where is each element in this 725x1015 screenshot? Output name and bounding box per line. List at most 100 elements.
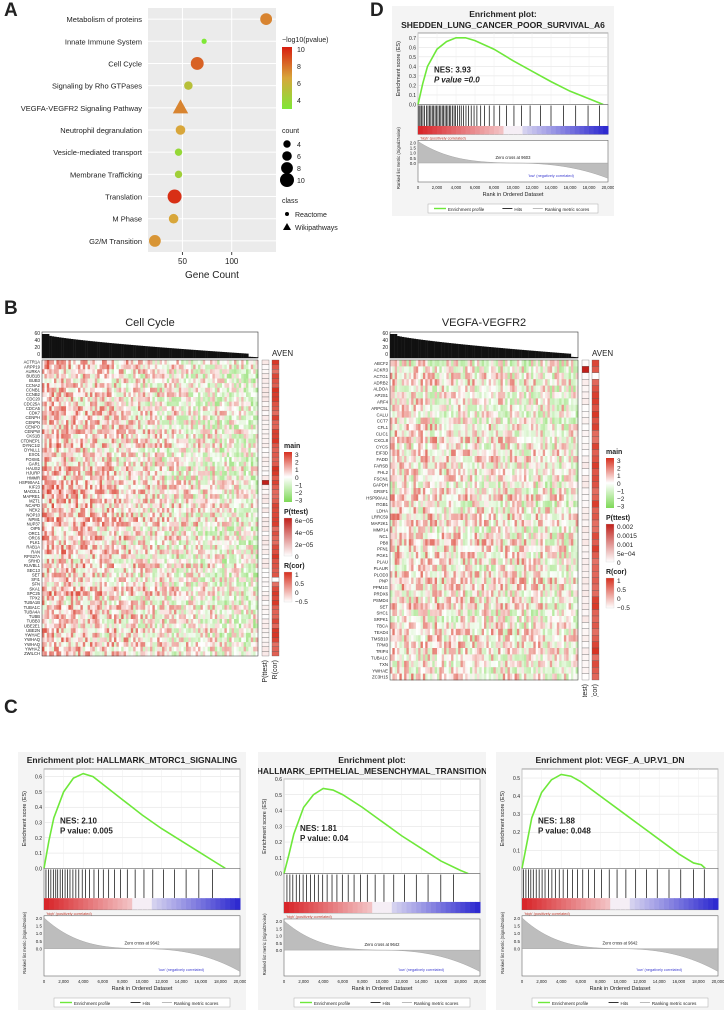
heatmap-cell <box>210 406 213 411</box>
heatmap-cell <box>109 490 112 495</box>
heatmap-cell <box>49 554 52 559</box>
heatmap-cell <box>116 466 119 471</box>
heatmap-cell <box>95 406 98 411</box>
heatmap-cell <box>176 406 179 411</box>
heatmap-cell <box>104 508 107 513</box>
heatmap-cell <box>244 480 247 485</box>
heatmap-cell <box>174 531 177 536</box>
heatmap-cell <box>140 490 143 495</box>
heatmap-cell <box>208 429 211 434</box>
heatmap-cell <box>239 550 242 555</box>
heatmap-cell <box>188 429 191 434</box>
heatmap-cell <box>131 462 134 467</box>
heatmap-cell <box>66 476 69 481</box>
heatmap-cell <box>229 508 232 513</box>
heatmap-cell <box>150 499 153 504</box>
heatmap-cell <box>203 439 206 444</box>
heatmap-cell <box>112 466 115 471</box>
heatmap-cell <box>174 559 177 564</box>
heatmap-cell <box>145 531 148 536</box>
heatmap-cell <box>114 485 117 490</box>
column-bar <box>124 344 127 358</box>
heatmap-cell <box>253 568 256 573</box>
heatmap-cell <box>52 476 55 481</box>
heatmap-cell <box>97 559 100 564</box>
rank-color-segment <box>542 126 547 134</box>
heatmap-cell <box>212 513 215 518</box>
heatmap-cell <box>244 411 247 416</box>
heatmap-cell <box>80 503 83 508</box>
heatmap-cell <box>59 360 62 365</box>
heatmap-cell <box>179 513 182 518</box>
heatmap-cell <box>73 527 76 532</box>
heatmap-cell <box>42 550 45 555</box>
heatmap-cell <box>80 577 83 582</box>
heatmap-cell <box>92 522 95 527</box>
heatmap-cell <box>164 545 167 550</box>
heatmap-cell <box>232 439 235 444</box>
heatmap-cell <box>152 582 155 587</box>
heatmap-cell <box>54 379 57 384</box>
heatmap-cell <box>241 517 244 522</box>
heatmap-cell <box>100 466 103 471</box>
heatmap-cell <box>66 550 69 555</box>
heatmap-cell <box>102 582 105 587</box>
heatmap-cell <box>61 508 64 513</box>
heatmap-cell <box>128 490 131 495</box>
heatmap-cell <box>76 439 79 444</box>
heatmap-cell <box>128 499 131 504</box>
heatmap-cell <box>193 564 196 569</box>
heatmap-cell <box>133 462 136 467</box>
heatmap-cell <box>54 374 57 379</box>
heatmap-cell <box>248 480 251 485</box>
heatmap-cell <box>59 540 62 545</box>
heatmap-cell <box>133 564 136 569</box>
heatmap-cell <box>131 471 134 476</box>
heatmap-cell <box>68 379 71 384</box>
heatmap-cell <box>222 545 225 550</box>
heatmap-cell <box>253 559 256 564</box>
heatmap-cell <box>61 411 64 416</box>
heatmap-cell <box>198 383 201 388</box>
heatmap-cell <box>107 439 110 444</box>
heatmap-cell <box>95 591 98 596</box>
heatmap-cell <box>64 434 67 439</box>
heatmap-cell <box>224 485 227 490</box>
heatmap-cell <box>76 402 79 407</box>
heatmap-cell <box>251 397 254 402</box>
heatmap-cell <box>126 374 129 379</box>
heatmap-cell <box>61 559 64 564</box>
column-bar <box>152 347 155 358</box>
heatmap-cell <box>85 591 88 596</box>
heatmap-cell <box>181 582 184 587</box>
heatmap-cell <box>224 545 227 550</box>
heatmap-cell <box>232 499 235 504</box>
heatmap-cell <box>116 568 119 573</box>
heatmap-cell <box>234 503 237 508</box>
heatmap-cell <box>145 425 148 430</box>
heatmap-cell <box>186 480 189 485</box>
heatmap-cell <box>102 499 105 504</box>
heatmap-cell <box>68 476 71 481</box>
heatmap-cell <box>52 420 55 425</box>
heatmap-cell <box>97 439 100 444</box>
heatmap-cell <box>56 517 59 522</box>
heatmap-cell <box>78 471 81 476</box>
heatmap-cell <box>212 429 215 434</box>
heatmap-cell <box>83 439 86 444</box>
heatmap-cell <box>224 443 227 448</box>
heatmap-cell <box>54 392 57 397</box>
heatmap-cell <box>232 550 235 555</box>
heatmap-cell <box>88 434 91 439</box>
heatmap-cell <box>97 596 100 601</box>
heatmap-cell <box>227 369 230 374</box>
heatmap-cell <box>138 476 141 481</box>
heatmap-cell <box>143 402 146 407</box>
heatmap-cell <box>227 462 230 467</box>
heatmap-cell <box>164 536 167 541</box>
heatmap-cell <box>239 457 242 462</box>
heatmap-cell <box>196 531 199 536</box>
heatmap-cell <box>88 499 91 504</box>
heatmap-cell <box>196 545 199 550</box>
heatmap-cell <box>44 573 47 578</box>
